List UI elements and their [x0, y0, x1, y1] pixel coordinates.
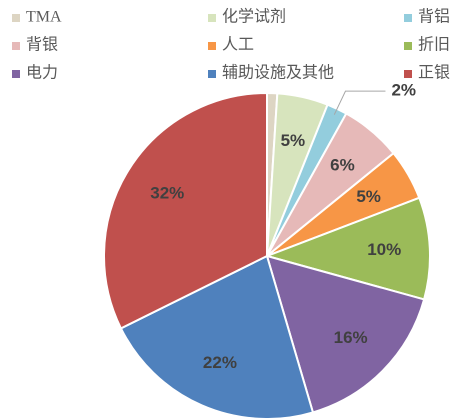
data-label: 22%: [203, 353, 237, 372]
legend-swatch: [12, 14, 20, 22]
legend-label: 辅助设施及其他: [222, 64, 334, 82]
legend-label: 背铝: [418, 8, 450, 26]
legend-label: 化学试剂: [222, 8, 286, 26]
legend-swatch: [404, 42, 412, 50]
leader-line: [333, 90, 386, 115]
legend-label: 人工: [222, 36, 254, 54]
legend-swatch: [208, 70, 216, 78]
legend-swatch: [208, 14, 216, 22]
data-label: 5%: [281, 131, 306, 150]
data-label: 10%: [367, 240, 401, 259]
legend-swatch: [208, 42, 216, 50]
legend-label: 电力: [26, 64, 58, 82]
data-label: 32%: [150, 184, 184, 203]
pie-slice: [265, 254, 426, 414]
data-label: 2%: [391, 81, 416, 100]
data-label: 5%: [356, 187, 381, 206]
legend-swatch: [404, 70, 412, 78]
legend-swatch: [12, 70, 20, 78]
pie-slice: [119, 254, 315, 418]
legend-swatch: [12, 42, 20, 50]
pie-slice: [263, 196, 431, 301]
legend-label: 折旧: [418, 36, 450, 54]
data-label: 16%: [334, 328, 368, 347]
legend-label: 正银: [418, 64, 450, 82]
data-label: 6%: [330, 156, 355, 175]
legend-label: TMA: [26, 9, 62, 26]
legend-label: 背银: [26, 36, 58, 54]
pie-slice: [103, 91, 268, 330]
legend-swatch: [404, 14, 412, 22]
